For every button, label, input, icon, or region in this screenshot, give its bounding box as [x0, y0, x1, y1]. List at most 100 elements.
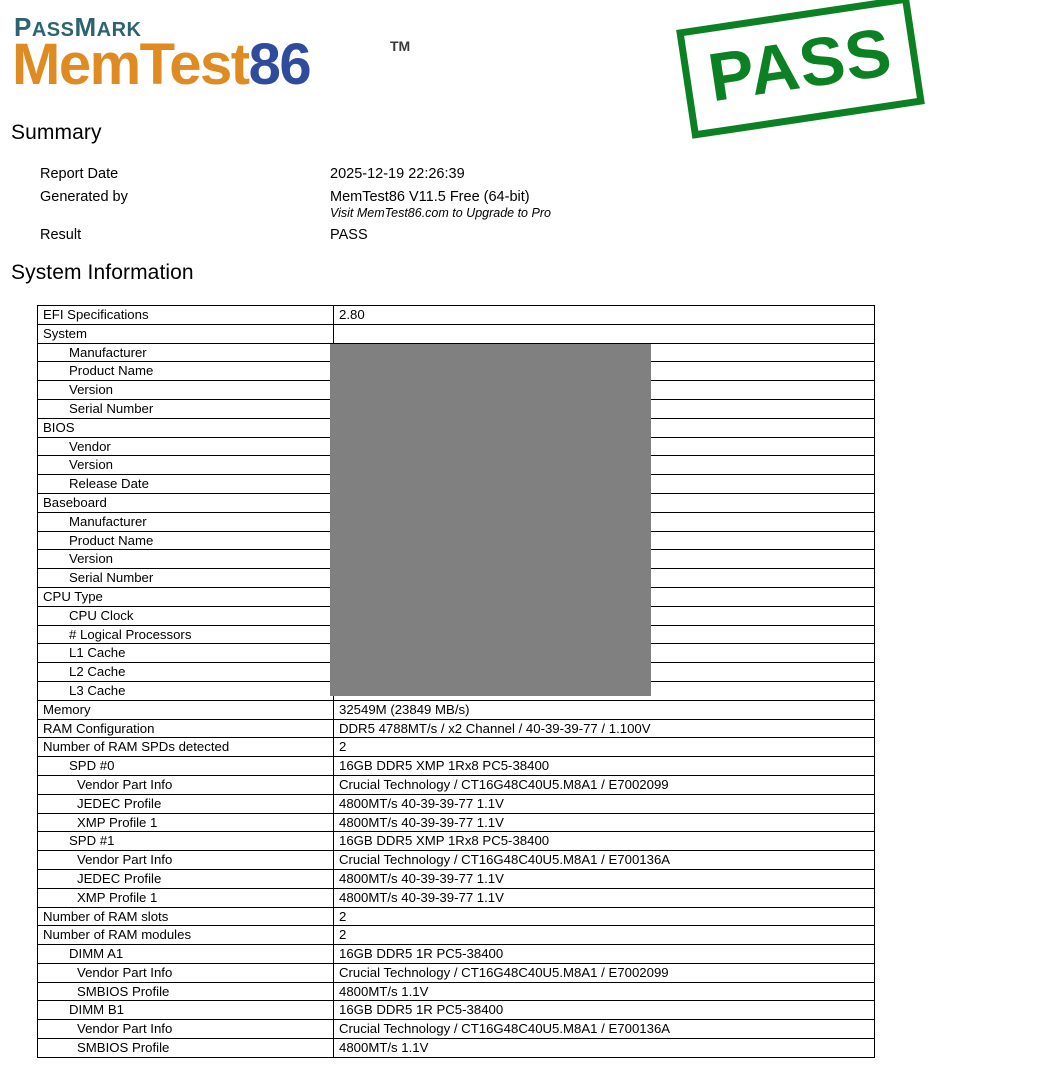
summary-upgrade-note: Visit MemTest86.com to Upgrade to Pro: [330, 206, 551, 220]
table-row: Memory 32549M (23849 MB/s): [37, 699, 875, 720]
summary-label-result: Result: [40, 227, 82, 243]
table-cell-key: Number of RAM SPDs detected: [37, 737, 334, 758]
table-row: System: [37, 323, 875, 344]
summary-row-generated-by: Generated by MemTest86 V11.5 Free (64-bi…: [0, 189, 900, 220]
table-cell-value: Crucial Technology / CT16G48C40U5.M8A1 /…: [333, 850, 875, 870]
table-cell-value: Crucial Technology / CT16G48C40U5.M8A1 /…: [333, 962, 875, 983]
table-cell-value: Crucial Technology / CT16G48C40U5.M8A1 /…: [333, 1019, 875, 1040]
table-row: XMP Profile 1 4800MT/s 40-39-39-77 1.1V: [37, 887, 875, 908]
pass-stamp-label: PASS: [703, 13, 897, 117]
table-cell-key: SPD #1: [37, 831, 334, 852]
redaction-overlay: [330, 344, 651, 696]
table-cell-key: Number of RAM slots: [37, 906, 334, 927]
table-cell-key: DIMM A1: [37, 944, 334, 964]
table-cell-value: 4800MT/s 1.1V: [333, 981, 875, 1002]
table-cell-value: 2: [333, 925, 875, 946]
table-cell-key: Number of RAM modules: [37, 925, 334, 946]
table-cell-key: XMP Profile 1: [37, 887, 334, 908]
summary-row-report-date: Report Date 2025-12-19 22:26:39: [0, 166, 900, 189]
table-cell-key: Vendor Part Info: [37, 774, 334, 795]
table-cell-key: EFI Specifications: [37, 305, 334, 325]
table-row: SPD #1 16GB DDR5 XMP 1Rx8 PC5-38400: [37, 831, 875, 852]
summary-value-generated-by: MemTest86 V11.5 Free (64-bit): [330, 189, 530, 205]
memtest86-wordmark: MemTest86: [12, 36, 312, 94]
table-cell-key: Vendor Part Info: [37, 962, 334, 983]
table-cell-value: 2.80: [333, 305, 875, 325]
table-cell-key: RAM Configuration: [37, 718, 334, 739]
table-cell-key: Serial Number: [37, 398, 334, 419]
table-cell-key: SMBIOS Profile: [37, 1038, 334, 1058]
table-cell-value: 32549M (23849 MB/s): [333, 699, 875, 720]
table-cell-value: 16GB DDR5 XMP 1Rx8 PC5-38400: [333, 831, 875, 852]
system-information-heading: System Information: [11, 261, 194, 284]
table-cell-value: 2: [333, 906, 875, 927]
passmark-letter-p: P: [14, 12, 32, 42]
table-row: JEDEC Profile 4800MT/s 40-39-39-77 1.1V: [37, 868, 875, 889]
passmark-letters-ass: ASS: [31, 19, 75, 41]
table-row: Vendor Part Info Crucial Technology / CT1…: [37, 962, 875, 983]
table-cell-key: Baseboard: [37, 492, 334, 513]
pass-stamp: PASS: [676, 0, 925, 139]
summary-row-result: Result PASS: [0, 227, 900, 250]
table-row: SMBIOS Profile 4800MT/s 1.1V: [37, 981, 875, 1002]
table-cell-key: DIMM B1: [37, 1000, 334, 1021]
table-cell-value: 4800MT/s 40-39-39-77 1.1V: [333, 812, 875, 833]
table-cell-key: Vendor Part Info: [37, 850, 334, 870]
table-cell-key: Serial Number: [37, 568, 334, 588]
table-cell-key: L1 Cache: [37, 643, 334, 664]
table-cell-key: Product Name: [37, 361, 334, 382]
table-row: Number of RAM modules 2: [37, 925, 875, 946]
table-row: DIMM B1 16GB DDR5 1R PC5-38400: [37, 1000, 875, 1021]
table-row: XMP Profile 1 4800MT/s 40-39-39-77 1.1V: [37, 812, 875, 833]
memtest-text: MemTest: [12, 32, 250, 97]
summary-label-generated-by: Generated by: [40, 189, 128, 205]
passmark-memtest86-logo: PASSMARK MemTest86 TM: [12, 8, 442, 104]
table-cell-key: SPD #0: [37, 756, 334, 776]
table-cell-key: L2 Cache: [37, 662, 334, 682]
table-cell-value: 4800MT/s 40-39-39-77 1.1V: [333, 868, 875, 889]
table-cell-value: 2: [333, 737, 875, 758]
passmark-letters-ark: ARK: [96, 19, 142, 41]
table-row: Vendor Part Info Crucial Technology / CT1…: [37, 1019, 875, 1040]
table-cell-key: Manufacturer: [37, 342, 334, 363]
table-cell-value: Crucial Technology / CT16G48C40U5.M8A1 /…: [333, 774, 875, 795]
table-cell-key: JEDEC Profile: [37, 793, 334, 814]
table-cell-value: 16GB DDR5 1R PC5-38400: [333, 1000, 875, 1021]
summary-label-report-date: Report Date: [40, 166, 119, 182]
summary-value-result: PASS: [330, 227, 368, 243]
table-row: DIMM A1 16GB DDR5 1R PC5-38400: [37, 944, 875, 964]
summary-heading: Summary: [11, 121, 102, 144]
table-cell-key: Memory: [37, 699, 334, 720]
table-cell-key: Version: [37, 380, 334, 400]
table-cell-value: 4800MT/s 40-39-39-77 1.1V: [333, 793, 875, 814]
table-cell-value: 16GB DDR5 1R PC5-38400: [333, 944, 875, 964]
table-cell-key: Release Date: [37, 474, 334, 494]
passmark-letter-m: M: [74, 12, 97, 42]
table-row: SPD #0 16GB DDR5 XMP 1Rx8 PC5-38400: [37, 756, 875, 776]
table-cell-key: BIOS: [37, 417, 334, 438]
table-cell-key: # Logical Processors: [37, 624, 334, 645]
table-row: SMBIOS Profile 4800MT/s 1.1V: [37, 1038, 875, 1058]
table-row: RAM Configuration DDR5 4788MT/s / x2 Chan…: [37, 718, 875, 739]
table-cell-key: XMP Profile 1: [37, 812, 334, 833]
table-cell-value: [333, 323, 875, 344]
table-row: Vendor Part Info Crucial Technology / CT1…: [37, 850, 875, 870]
summary-value-report-date: 2025-12-19 22:26:39: [330, 166, 465, 182]
table-cell-key: Version: [37, 549, 334, 570]
table-cell-key: Product Name: [37, 530, 334, 551]
table-row: Vendor Part Info Crucial Technology / CT1…: [37, 774, 875, 795]
table-cell-value: 4800MT/s 1.1V: [333, 1038, 875, 1058]
table-cell-key: CPU Clock: [37, 605, 334, 626]
table-cell-key: Vendor: [37, 436, 334, 457]
table-cell-key: System: [37, 323, 334, 344]
table-cell-key: Version: [37, 455, 334, 476]
table-cell-key: Vendor Part Info: [37, 1019, 334, 1040]
table-row: JEDEC Profile 4800MT/s 40-39-39-77 1.1V: [37, 793, 875, 814]
table-cell-value: DDR5 4788MT/s / x2 Channel / 40-39-39-77…: [333, 718, 875, 739]
trademark-icon: TM: [390, 38, 411, 54]
summary-block: Report Date 2025-12-19 22:26:39 Generate…: [0, 166, 900, 250]
table-row: Number of RAM slots 2: [37, 906, 875, 927]
table-row: Number of RAM SPDs detected 2: [37, 737, 875, 758]
table-cell-key: Manufacturer: [37, 511, 334, 532]
table-cell-key: SMBIOS Profile: [37, 981, 334, 1002]
